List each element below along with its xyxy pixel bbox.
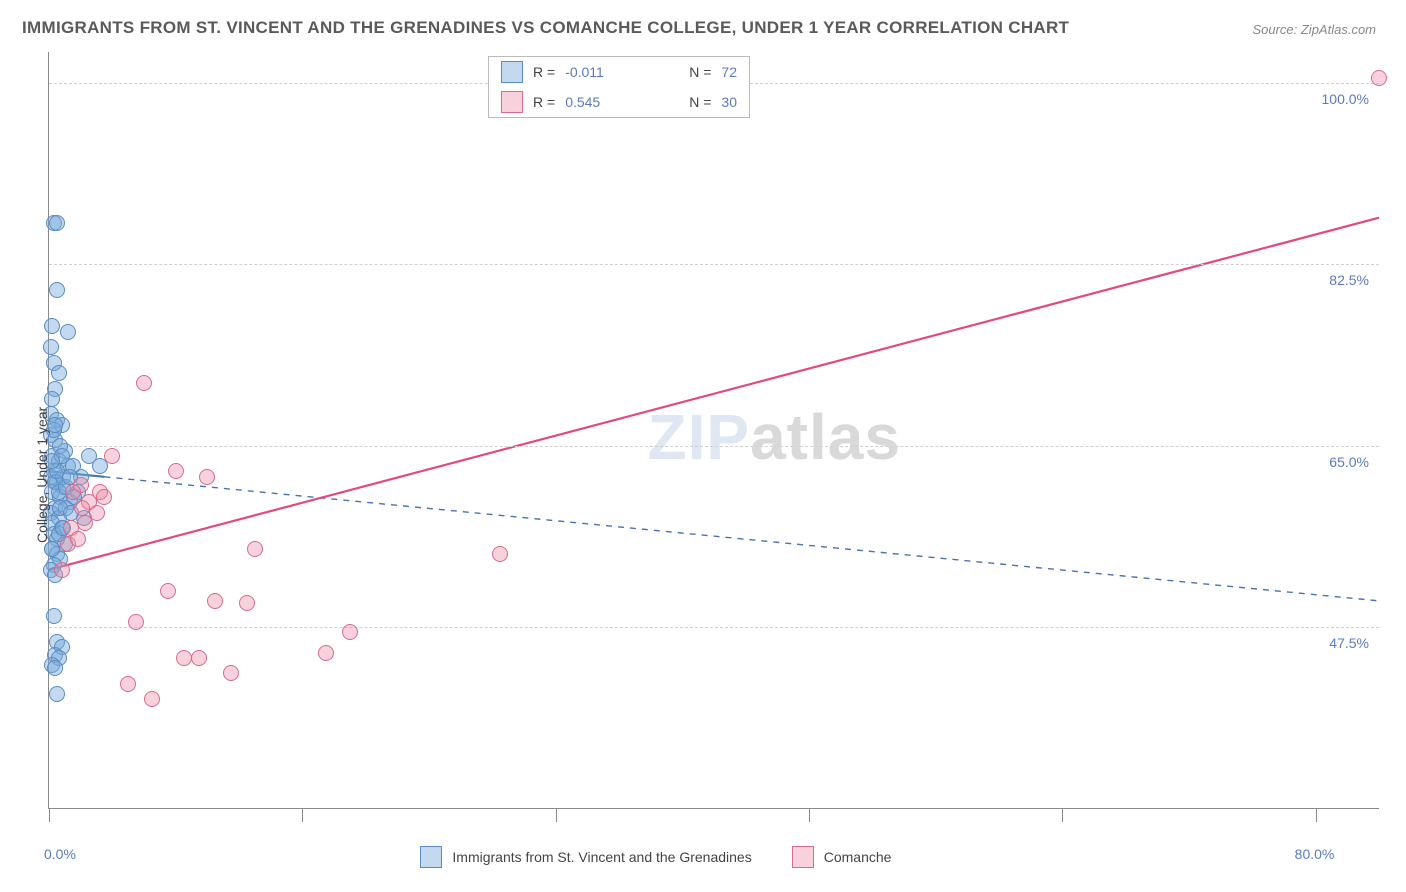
y-axis-tick-label: 82.5%	[1329, 272, 1369, 288]
stat-r-value: 0.545	[565, 94, 600, 110]
x-axis-tick	[809, 808, 810, 822]
scatter-point	[65, 484, 81, 500]
x-axis-min-label: 0.0%	[44, 846, 76, 862]
stats-legend-box: R = -0.011 N = 72 R = 0.545 N = 30	[488, 56, 750, 118]
stats-row: R = -0.011 N = 72	[489, 57, 749, 87]
scatter-point	[191, 650, 207, 666]
x-axis-tick	[1062, 808, 1063, 822]
scatter-point	[47, 660, 63, 676]
plot-area: ZIPatlas 47.5%65.0%82.5%100.0%	[48, 52, 1379, 809]
bottom-legend: Immigrants from St. Vincent and the Gren…	[420, 846, 891, 868]
gridline-horizontal	[49, 446, 1379, 447]
scatter-point	[60, 324, 76, 340]
x-axis-tick	[302, 808, 303, 822]
stat-n-value: 30	[721, 94, 737, 110]
scatter-point	[43, 339, 59, 355]
legend-swatch	[501, 61, 523, 83]
scatter-point	[49, 215, 65, 231]
legend-series-name: Comanche	[824, 849, 892, 865]
scatter-point	[51, 365, 67, 381]
scatter-point	[160, 583, 176, 599]
scatter-point	[199, 469, 215, 485]
trend-lines-layer	[49, 52, 1379, 808]
scatter-point	[77, 515, 93, 531]
scatter-point	[247, 541, 263, 557]
x-axis-tick	[49, 808, 50, 822]
stat-n-value: 72	[721, 64, 737, 80]
trend-line	[104, 477, 1379, 601]
chart-title: IMMIGRANTS FROM ST. VINCENT AND THE GREN…	[22, 18, 1069, 38]
scatter-point	[49, 686, 65, 702]
scatter-point	[46, 608, 62, 624]
scatter-point	[318, 645, 334, 661]
scatter-point	[223, 665, 239, 681]
source-attribution: Source: ZipAtlas.com	[1252, 22, 1376, 37]
scatter-point	[128, 614, 144, 630]
scatter-point	[44, 318, 60, 334]
scatter-point	[136, 375, 152, 391]
gridline-horizontal	[49, 264, 1379, 265]
y-axis-tick-label: 100.0%	[1322, 91, 1369, 107]
scatter-point	[144, 691, 160, 707]
scatter-point	[44, 391, 60, 407]
stat-r-value: -0.011	[565, 64, 604, 80]
legend-series-name: Immigrants from St. Vincent and the Gren…	[452, 849, 751, 865]
stat-r-label: R =	[533, 94, 555, 110]
scatter-point	[168, 463, 184, 479]
x-axis-tick	[556, 808, 557, 822]
scatter-point	[44, 541, 60, 557]
scatter-point	[70, 531, 86, 547]
stat-n-label: N =	[689, 64, 711, 80]
scatter-point	[49, 282, 65, 298]
scatter-point	[54, 562, 70, 578]
gridline-horizontal	[49, 627, 1379, 628]
scatter-point	[176, 650, 192, 666]
y-axis-label: College, Under 1 year	[34, 407, 50, 543]
scatter-point	[207, 593, 223, 609]
x-axis-max-label: 80.0%	[1295, 846, 1335, 862]
stat-n-label: N =	[689, 94, 711, 110]
stats-row: R = 0.545 N = 30	[489, 87, 749, 117]
y-axis-tick-label: 47.5%	[1329, 635, 1369, 651]
legend-swatch	[420, 846, 442, 868]
scatter-point	[96, 489, 112, 505]
scatter-point	[342, 624, 358, 640]
scatter-point	[120, 676, 136, 692]
legend-swatch	[792, 846, 814, 868]
trend-line	[49, 218, 1379, 570]
scatter-point	[1371, 70, 1387, 86]
scatter-point	[104, 448, 120, 464]
legend-swatch	[501, 91, 523, 113]
scatter-point	[239, 595, 255, 611]
x-axis-tick	[1316, 808, 1317, 822]
scatter-point	[492, 546, 508, 562]
stat-r-label: R =	[533, 64, 555, 80]
y-axis-tick-label: 65.0%	[1329, 454, 1369, 470]
